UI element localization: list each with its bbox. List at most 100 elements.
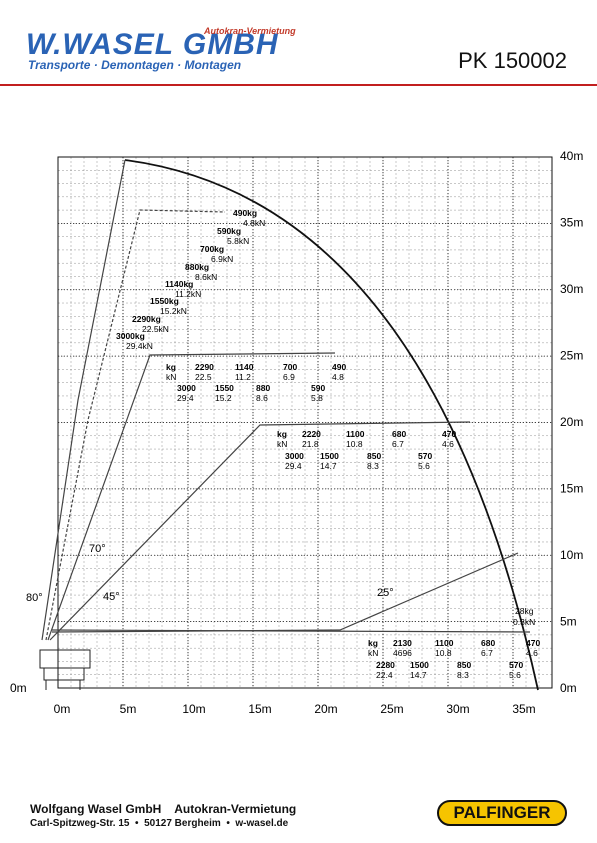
load-kg: 2290 — [195, 362, 214, 372]
unit-kn: kN — [368, 648, 378, 658]
load-kg: 880 — [256, 383, 270, 393]
load-kn: 14.7 — [410, 670, 427, 680]
steep-kn: 22.5kN — [142, 324, 169, 334]
y-tick-label: 0m — [560, 681, 577, 695]
steep-kn: 6.9kN — [211, 254, 233, 264]
load-kg: 590 — [311, 383, 325, 393]
load-kn: 22.4 — [376, 670, 393, 680]
load-kg: 680 — [481, 638, 495, 648]
load-kn: 4696 — [393, 648, 412, 658]
load-kn: 15.2 — [215, 393, 232, 403]
load-kn: 8.3 — [457, 670, 469, 680]
logo-wordmark: W.WASEL GMBH — [26, 28, 279, 61]
reach-envelope — [124, 159, 539, 691]
unit-kg: kg — [166, 362, 176, 372]
model-number: PK 150002 — [458, 48, 567, 73]
load-kg: 2130 — [393, 638, 412, 648]
grid — [57, 156, 553, 689]
steep-kn: 4.8kN — [243, 218, 265, 228]
steep-kg: 2290kg — [132, 314, 161, 324]
steep-kg: 1140kg — [165, 279, 193, 289]
load-kg: 570 — [418, 451, 432, 461]
y-tick-label: 40m — [560, 149, 583, 163]
load-kn: 29.4 — [177, 393, 194, 403]
palfinger-logo: PALFINGER — [437, 800, 567, 826]
boom-70 — [47, 352, 336, 641]
load-kn: 11.2 — [235, 372, 251, 382]
load-kg: 1500 — [410, 660, 429, 670]
load-kg: 1100 — [346, 429, 365, 439]
boom-45 — [49, 421, 471, 641]
steep-kn: 11.2kN — [175, 289, 201, 299]
steep-kg: 3000kg — [116, 331, 145, 341]
load-kn: 8.3 — [367, 461, 379, 471]
load-kn: 5.6 — [509, 670, 521, 680]
load-kn: 6.9 — [283, 372, 295, 382]
y-tick-label: 35m — [560, 216, 583, 230]
angle-label: 80° — [26, 592, 43, 604]
load-kn: 21.8 — [302, 439, 319, 449]
steep-kn: 29.4kN — [126, 341, 153, 351]
x-tick-label: 0m — [54, 702, 71, 716]
load-kg: 3000 — [285, 451, 304, 461]
chart-frame — [57, 156, 553, 689]
load-kn: 5.6 — [418, 461, 430, 471]
x-tick-label: 10m — [182, 702, 205, 716]
load-kg: 2280 — [376, 660, 395, 670]
load-kn: 29.4 — [285, 461, 302, 471]
steep-kg: 590kg — [217, 226, 241, 236]
unit-kg: kg — [368, 638, 378, 648]
x-tick-label: 30m — [446, 702, 469, 716]
angle-label: 70° — [89, 543, 106, 555]
logo-subtitle: Autokran-Vermietung — [204, 26, 296, 36]
unit-kn: kN — [277, 439, 287, 449]
x-tick-label: 15m — [248, 702, 271, 716]
load-kg: 700 — [283, 362, 297, 372]
company-logo: W.WASEL GMBH Autokran-Vermietung Transpo… — [26, 22, 296, 78]
load-kg: 850 — [457, 660, 471, 670]
load-kn: 5.8 — [311, 393, 323, 403]
load-kg: 1550 — [215, 383, 234, 393]
steep-kn: 15.2kN — [160, 306, 187, 316]
steep-kn: 5.8kN — [227, 236, 249, 246]
y-tick-label: 15m — [560, 482, 583, 496]
y-tick-label: 20m — [560, 415, 583, 429]
steep-kg: 490kg — [233, 208, 257, 218]
load-kg: 470 — [442, 429, 456, 439]
x-tick-label: 5m — [120, 702, 137, 716]
y-tick-label-left: 0m — [10, 681, 27, 695]
angle-label: 25° — [377, 587, 394, 599]
steep-kg: 880kg — [185, 262, 209, 272]
load-kg: 490 — [332, 362, 346, 372]
boom-80 — [41, 159, 126, 641]
boom-0 — [51, 629, 531, 633]
load-kg: 680 — [392, 429, 406, 439]
boom-steep-tip — [45, 209, 226, 641]
unit-kn: kN — [166, 372, 176, 382]
load-kg: 3000 — [177, 383, 196, 393]
truck-base — [39, 649, 91, 690]
boom-25 — [51, 552, 519, 633]
steep-kg: 1550kg — [150, 296, 179, 306]
y-axis-ticks: 0m 5m 10m 15m 20m 25m 30m 35m 40m 0m — [10, 149, 583, 695]
y-tick-label: 25m — [560, 349, 583, 363]
load-kn: 22.5 — [195, 372, 212, 382]
company-address: Carl-Spitzweg-Str. 15 • 50127 Bergheim •… — [30, 818, 289, 829]
load-kn: 6.7 — [392, 439, 404, 449]
y-tick-label: 10m — [560, 548, 583, 562]
header-divider — [0, 84, 597, 86]
company-name: Wolfgang Wasel GmbH Autokran-Vermietung — [30, 802, 297, 816]
y-tick-label: 30m — [560, 282, 583, 296]
load-kn: 14.7 — [320, 461, 337, 471]
x-tick-label: 35m — [512, 702, 535, 716]
load-kg: 570 — [509, 660, 523, 670]
load-kg: 1140 — [235, 362, 254, 372]
steep-kn: 8.6kN — [195, 272, 217, 282]
load-kn: 10.8 — [435, 648, 452, 658]
logo-tagline: Transporte · Demontagen · Montagen — [28, 58, 242, 72]
load-kn: 6.7 — [481, 648, 493, 658]
x-tick-label: 25m — [380, 702, 403, 716]
load-kn: 4.8 — [332, 372, 344, 382]
load-kn: 4.6 — [526, 648, 538, 658]
